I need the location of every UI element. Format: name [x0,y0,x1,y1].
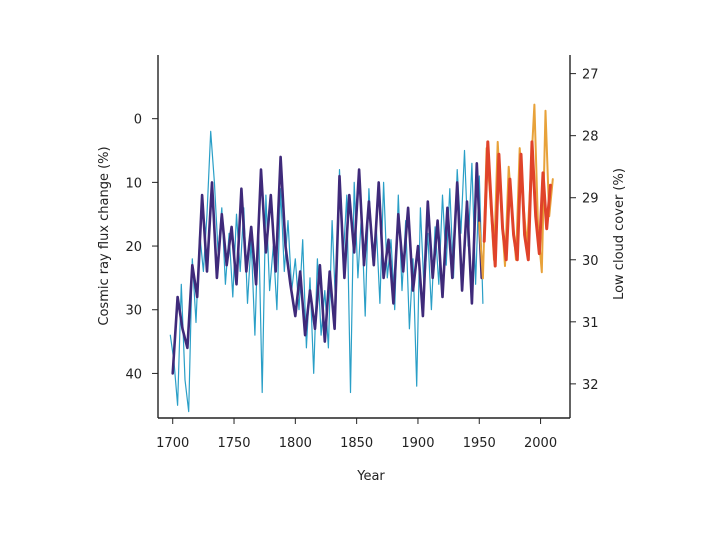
y2-tick-label: 30 [582,254,599,269]
y2-tick-label: 27 [582,68,599,83]
y-tick-label: 40 [125,367,142,382]
y-axis-title: Cosmic ray flux change (%) [97,146,112,325]
x-tick-label: 1800 [279,436,312,451]
y2-tick-label: 29 [582,192,599,207]
cloud-cover-smoothed-line [482,140,552,268]
y-tick-label: 20 [125,240,142,255]
y-tick-label: 0 [134,113,142,128]
x-tick-label: 1850 [340,436,373,451]
x-tick-label: 1700 [156,436,189,451]
y2-tick-label: 28 [582,130,599,145]
y-tick-label: 30 [125,304,142,319]
y2-axis-title: Low cloud cover (%) [612,168,627,300]
series-layer [169,103,554,413]
ticks-layer: 1700 1750 1800 1850 1900 1950 2000 0 10 20 30 40 27 2… [125,68,598,451]
x-tick-label: 1950 [463,436,496,451]
cosmic-ray-smoothed-line [171,155,484,375]
axes-layer [157,55,571,419]
y-tick-label: 10 [125,176,142,191]
y2-tick-label: 31 [582,316,599,331]
x-tick-label: 2000 [524,436,557,451]
x-axis-title: Year [356,469,385,484]
x-tick-label: 1750 [217,436,250,451]
x-tick-label: 1900 [401,436,434,451]
y2-tick-label: 32 [582,378,599,393]
